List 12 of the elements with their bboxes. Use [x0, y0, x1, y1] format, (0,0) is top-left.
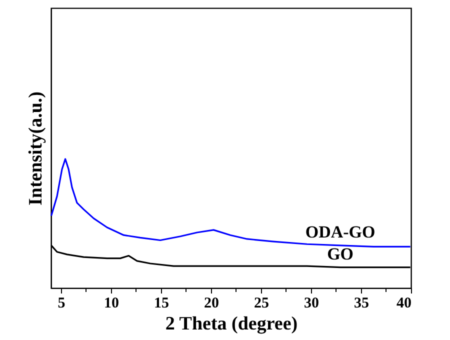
- x-tick-label: 15: [154, 296, 169, 312]
- x-tick-label: 30: [304, 296, 319, 312]
- y-axis-title: Intensity(a.u.): [26, 91, 46, 206]
- x-tick-label: 5: [58, 296, 66, 312]
- x-tick-label: 40: [396, 296, 412, 312]
- x-tick-label: 20: [204, 296, 219, 312]
- series-label: GO: [327, 244, 354, 264]
- x-tick-label: 35: [354, 296, 369, 312]
- series-label: ODA-GO: [305, 222, 376, 242]
- x-tick-label: 10: [104, 296, 119, 312]
- x-axis-title: 2 Theta (degree): [165, 314, 298, 334]
- x-tick-label: 25: [254, 296, 269, 312]
